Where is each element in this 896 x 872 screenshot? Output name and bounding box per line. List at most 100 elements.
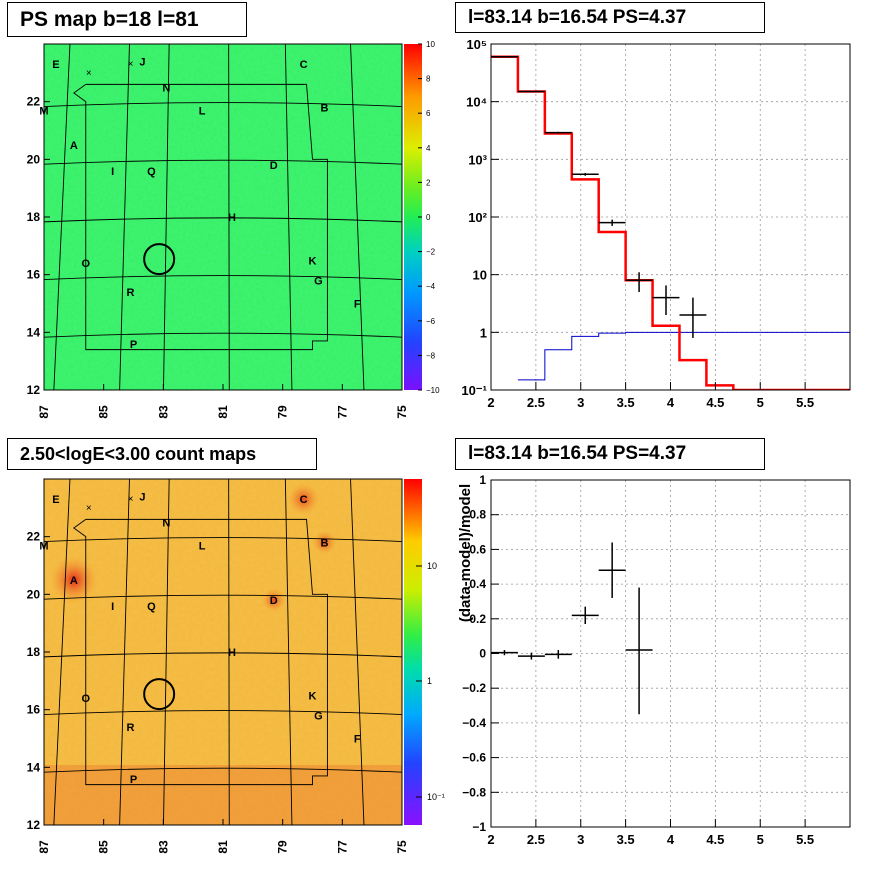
x-tick-label: 75 — [395, 840, 409, 854]
count-map-coordinate-grid — [44, 479, 402, 825]
x-tick-label: 87 — [37, 840, 51, 854]
y-tick-label: 1 — [479, 473, 486, 487]
x-tick-label: 3 — [577, 395, 584, 410]
count-map-axes: 87 85 83 81 79 77 75 12 14 16 18 20 22 — [27, 530, 409, 854]
source-label: H — [228, 212, 236, 224]
bright-region — [312, 530, 337, 555]
candidate-circle — [143, 243, 176, 276]
x-tick-label: 2.5 — [527, 395, 545, 410]
colorbar-tick-label: 10 — [426, 40, 435, 49]
source-label: K — [309, 690, 317, 702]
residuals-axes: 2 2.5 3 3.5 4 4.5 5 5.5 1 0.8 0.6 0.4 0.2 0 −0.2 −0.4 −0… — [462, 473, 814, 847]
x-tick-label: 3 — [577, 832, 584, 847]
colorbar-tick-label: 10⁻¹ — [427, 792, 445, 802]
count-map-noise — [44, 479, 402, 825]
y-tick-label: 16 — [27, 703, 41, 717]
y-tick-label: 0.4 — [469, 577, 486, 591]
x-tick-label: 4 — [667, 832, 675, 847]
colorbar-tick-label: −10 — [426, 386, 440, 395]
source-label: J — [139, 491, 145, 503]
ps-map-axes: 87 85 83 81 79 77 75 12 14 16 18 20 22 — [27, 95, 409, 419]
y-tick-label: 10⁻¹ — [461, 383, 487, 398]
bright-region — [287, 483, 320, 516]
x-tick-label: 77 — [335, 840, 349, 854]
x-tick-label: 4 — [667, 395, 675, 410]
y-tick-label: 0.8 — [469, 508, 486, 522]
cross-marker: × — [128, 494, 134, 505]
longitude-line — [119, 44, 130, 390]
colorbar-tick-label: −2 — [426, 248, 436, 257]
ps-map-noise — [44, 44, 402, 390]
ps-map-title: PS map b=18 l=81 — [7, 2, 247, 37]
x-tick-label: 83 — [156, 405, 170, 419]
colorbar-tick-label: 0 — [426, 213, 431, 222]
colorbar-tick-label: 10 — [427, 561, 437, 571]
residuals-plot-area — [491, 480, 850, 827]
source-label: L — [199, 105, 206, 117]
source-label: N — [162, 82, 170, 94]
source-label: E — [52, 59, 59, 71]
y-tick-label: 20 — [27, 152, 41, 166]
colorbar-tick-label: 6 — [426, 109, 431, 118]
x-tick-label: 87 — [37, 405, 51, 419]
y-tick-label: 12 — [27, 383, 41, 397]
source-label: A — [70, 140, 78, 152]
x-tick-label: 3.5 — [617, 395, 635, 410]
colorbar-tick-label: −4 — [426, 282, 436, 291]
x-tick-label: 85 — [97, 840, 111, 854]
latitude-line — [44, 767, 402, 773]
residuals-panel: 2 2.5 3 3.5 4 4.5 5 5.5 1 0.8 0.6 0.4 0.2 0 −0.2 −0.4 −0… — [457, 473, 851, 847]
spectrum-title: l=83.14 b=16.54 PS=4.37 — [455, 2, 765, 33]
source-label: D — [270, 595, 278, 607]
source-label: K — [309, 255, 317, 267]
source-label: F — [354, 734, 361, 746]
y-tick-label: 1 — [480, 325, 487, 340]
colorbar-tick-label: 8 — [426, 75, 431, 84]
x-tick-label: 2 — [487, 832, 494, 847]
bright-region — [261, 588, 286, 613]
y-tick-label: 10⁴ — [466, 95, 487, 110]
x-tick-label: 81 — [216, 840, 230, 854]
longitude-line — [163, 479, 170, 825]
x-tick-label: 85 — [97, 405, 111, 419]
ps-colorbar — [404, 44, 422, 390]
source-label: Q — [147, 601, 156, 613]
longitude-line — [53, 479, 71, 825]
y-tick-label: 14 — [27, 325, 41, 339]
x-tick-label: 4.5 — [706, 832, 724, 847]
y-tick-label: 0.6 — [469, 542, 486, 556]
x-tick-label: 5.5 — [796, 832, 814, 847]
count-colorbar — [404, 479, 422, 825]
y-tick-label: 18 — [27, 645, 41, 659]
y-tick-label: −0.8 — [462, 785, 486, 799]
source-label: I — [111, 601, 114, 613]
source-label: P — [130, 774, 137, 786]
y-tick-label: 10² — [468, 210, 487, 225]
cross-marker: × — [128, 59, 134, 70]
x-tick-label: 79 — [276, 405, 290, 419]
y-tick-label: −0.4 — [462, 716, 486, 730]
ps-map-coordinate-grid — [44, 44, 402, 390]
residuals-y-axis-label: (data-model)/model — [457, 484, 474, 622]
spectrum-series — [491, 55, 850, 390]
x-tick-label: 5.5 — [796, 395, 814, 410]
y-tick-label: 0.2 — [469, 612, 486, 626]
x-tick-label: 77 — [335, 405, 349, 419]
y-tick-label: 22 — [27, 530, 41, 544]
x-tick-label: 4.5 — [706, 395, 724, 410]
exposure-step-line — [517, 331, 850, 381]
source-label: G — [314, 710, 323, 722]
source-label: E — [52, 494, 59, 506]
source-label: G — [314, 275, 323, 287]
source-label: B — [320, 537, 328, 549]
y-tick-label: 10⁵ — [466, 37, 487, 52]
y-tick-label: 22 — [27, 95, 41, 109]
source-label: J — [139, 56, 145, 68]
x-tick-label: 2 — [487, 395, 494, 410]
y-tick-label: 18 — [27, 210, 41, 224]
source-label: N — [162, 517, 170, 529]
colorbar-tick-label: 4 — [426, 144, 431, 153]
cross-marker: × — [86, 503, 92, 514]
source-label: R — [127, 722, 135, 734]
candidate-circle — [143, 678, 176, 711]
